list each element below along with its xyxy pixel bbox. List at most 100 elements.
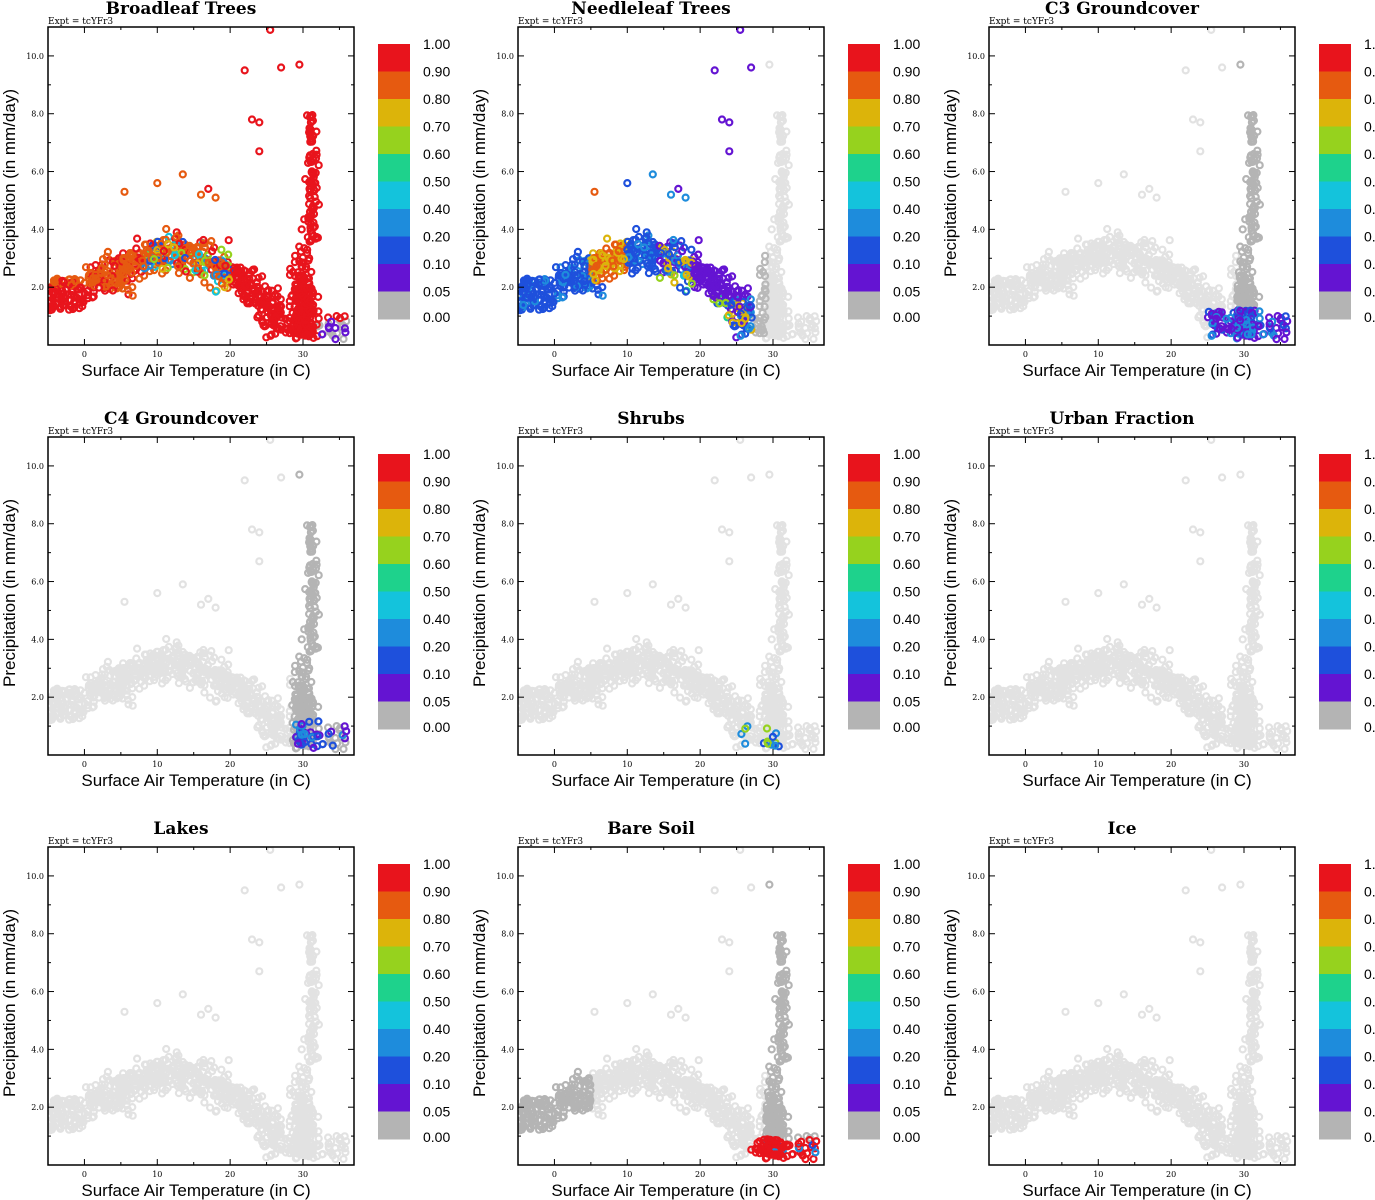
scatter-point (722, 282, 732, 291)
y-tick-label: 4.0 (501, 225, 514, 234)
scatter-point (124, 290, 133, 299)
scatter-point (200, 681, 209, 690)
scatter-point (306, 296, 315, 305)
scatter-point (306, 597, 315, 606)
colorbar-segment (1319, 264, 1351, 292)
scatter-point (1126, 241, 1135, 250)
scatter-point (217, 689, 226, 698)
scatter-point (208, 247, 217, 256)
scatter-point (605, 684, 614, 693)
scatter-point (519, 710, 528, 720)
scatter-point (328, 741, 337, 750)
scatter-point (290, 258, 299, 267)
colorbar-label: 1.00 (893, 36, 920, 52)
scatter-point (78, 712, 87, 721)
scatter-point (1152, 287, 1161, 296)
x-tick-label: 30 (298, 350, 308, 359)
scatter-point (310, 596, 319, 605)
scatter-point (224, 660, 233, 669)
x-tick-label: 0 (82, 350, 87, 359)
scatter-point (694, 250, 703, 259)
scatter-point (675, 693, 685, 702)
scatter-point (314, 717, 323, 726)
y-tick-label: 8.0 (501, 110, 514, 119)
scatter-point (1119, 170, 1128, 179)
scatter-point (128, 701, 137, 710)
scatter-point (194, 264, 203, 273)
scatter-point (675, 283, 685, 292)
scatter-point (234, 691, 243, 700)
scatter-point (1145, 184, 1154, 193)
scatter-point (297, 740, 306, 749)
scatter-point (306, 706, 315, 715)
scatter-point (1158, 279, 1167, 288)
scatter-point (677, 247, 687, 256)
scatter-point (1060, 255, 1069, 264)
scatter-point (694, 660, 703, 669)
colorbar-label: 0.80 (893, 91, 920, 107)
scatter-point (200, 278, 209, 287)
scatter-point (1242, 175, 1251, 184)
plot-frame (47, 26, 355, 346)
scatter-point (70, 303, 79, 312)
scatter-point (1245, 199, 1255, 209)
scatter-point (341, 328, 350, 337)
scatter-point (561, 274, 570, 283)
scatter-point (664, 250, 674, 259)
colorbar-segment (848, 264, 880, 292)
scatter-point (194, 660, 204, 669)
scatter-point (331, 323, 340, 333)
scatter-point (578, 696, 588, 705)
colorbar-label: 0.05 (1364, 284, 1375, 300)
scatter-point (308, 547, 317, 556)
scatter-point (787, 330, 797, 339)
scatter-point (743, 284, 753, 293)
scatter-point (1272, 335, 1281, 344)
scatter-point (211, 255, 220, 265)
scatter-point (1179, 272, 1189, 281)
x-axis-label: Surface Air Temperature (in C) (551, 361, 780, 380)
scatter-point (206, 283, 215, 292)
scatter-point (520, 688, 529, 697)
scatter-points (989, 27, 1292, 344)
scatter-point (1146, 283, 1156, 292)
scatter-point (91, 670, 100, 680)
scatter-point (1079, 256, 1088, 265)
scatter-point (199, 645, 208, 655)
colorbar-label: 0.20 (1364, 229, 1375, 245)
scatter-point (309, 619, 319, 629)
scatter-point (669, 235, 678, 245)
scatter-point (670, 271, 679, 280)
scatter-point (277, 63, 286, 72)
scatter-point (304, 666, 313, 675)
scatter-point (162, 634, 171, 644)
y-axis-label: Precipitation (in mm/day) (0, 499, 19, 687)
scatter-point (655, 651, 664, 660)
scatter-point (128, 661, 137, 670)
scatter-point (570, 260, 579, 269)
scatter-point (767, 262, 776, 271)
scatter-point (741, 314, 750, 323)
scatter-point (1198, 300, 1207, 309)
scatter-point (674, 184, 683, 193)
colorbar-segment (378, 591, 410, 620)
colorbar-label: 0.60 (423, 556, 450, 572)
y-tick-label: 2.0 (501, 283, 514, 292)
scatter-point (122, 261, 131, 270)
scatter-point (172, 642, 181, 652)
scatter-point (308, 149, 317, 159)
scatter-point (546, 693, 556, 702)
scatter-point (760, 251, 770, 260)
scatter-point (1085, 246, 1094, 256)
scatter-point (783, 322, 792, 331)
colorbar-segment (378, 509, 410, 537)
scatter-point (767, 225, 776, 234)
scatter-point (275, 301, 284, 310)
scatter-point (240, 66, 249, 75)
scatter-point (776, 330, 785, 339)
scatter-point (794, 324, 804, 333)
scatter-point (1135, 250, 1145, 259)
scatter-point (61, 695, 70, 704)
scatter-point (100, 260, 109, 269)
scatter-point (172, 233, 181, 242)
